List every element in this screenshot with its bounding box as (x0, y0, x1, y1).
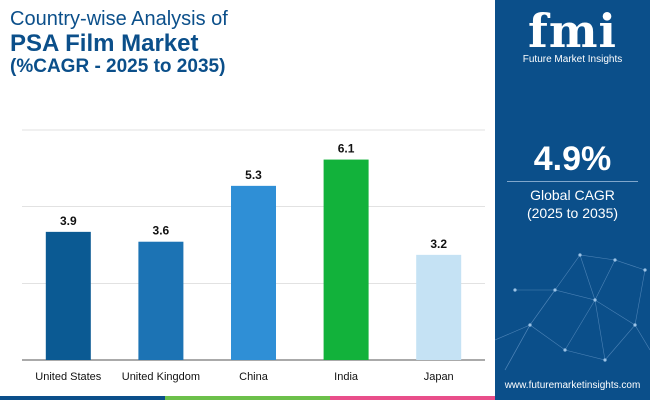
chart-title-line2: PSA Film Market (10, 30, 199, 57)
network-decoration (495, 253, 650, 371)
brand-logo: fmi Future Market Insights (495, 6, 650, 65)
chart-title-line3: (%CAGR - 2025 to 2035) (10, 56, 226, 77)
bar (138, 241, 184, 360)
x-tick-label: Japan (424, 371, 454, 383)
bar (231, 185, 276, 360)
bar (323, 159, 369, 360)
website-url: www.futuremarketinsights.com (504, 380, 641, 391)
data-label: 6.1 (338, 142, 355, 156)
bar-chart: 3.9 United States 3.6 United Kingdom 5.3 Chin… (22, 129, 485, 383)
strip-segment-2 (165, 396, 330, 400)
global-cagr-value: 4.9% (533, 140, 612, 178)
data-label: 3.6 (153, 224, 170, 238)
summary-panel: fmi Future Market Insights 4.9% Global C… (495, 0, 650, 400)
strip-segment-4 (495, 396, 650, 400)
strip-segment-3 (330, 396, 495, 400)
divider (507, 181, 638, 182)
cagr-label-text: Global CAGR (530, 187, 615, 203)
data-label: 3.2 (430, 237, 447, 251)
brand-name: Future Market Insights (522, 54, 623, 65)
bar (45, 231, 91, 360)
bar (416, 254, 462, 360)
chart-title-line1: Country-wise Analysis of (10, 8, 228, 30)
strip-segment-1 (0, 396, 165, 400)
x-tick-label: China (239, 371, 269, 383)
data-label: 3.9 (60, 214, 77, 228)
x-tick-label: India (334, 371, 359, 383)
x-tick-label: United Kingdom (122, 371, 200, 383)
logo-mark: fmi (528, 4, 617, 58)
data-label: 5.3 (245, 168, 262, 182)
x-tick-label: United States (35, 371, 102, 383)
cagr-period-text: (2025 to 2035) (526, 205, 619, 221)
global-cagr-label: Global CAGR (2025 to 2035) (495, 186, 650, 222)
